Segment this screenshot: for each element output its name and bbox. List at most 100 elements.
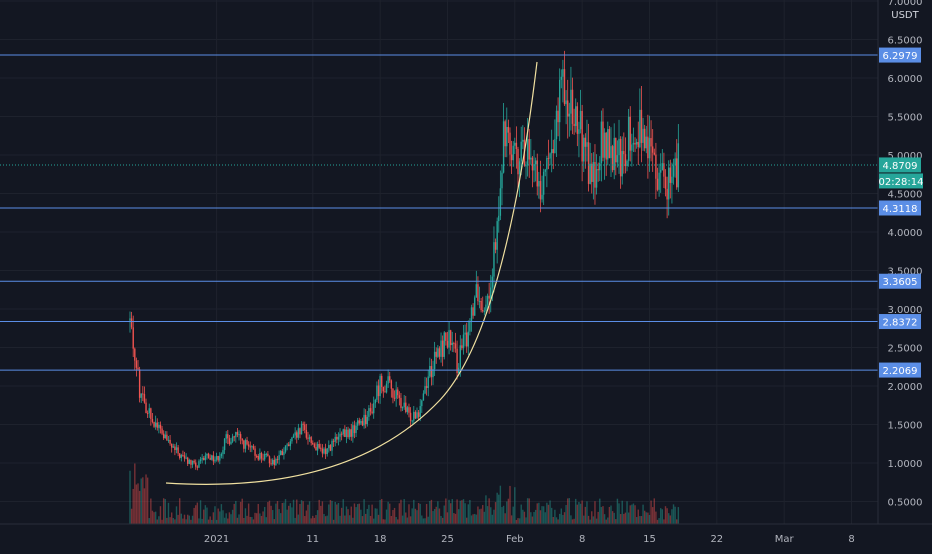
candle-body-139 <box>352 425 354 437</box>
volume-bar-87 <box>268 500 271 524</box>
candle-body-23 <box>166 434 168 441</box>
volume-bar-44 <box>199 500 202 524</box>
candle-body-202 <box>453 342 455 344</box>
volume-bar-329 <box>656 519 659 524</box>
candle-body-137 <box>348 429 351 438</box>
volume-bar-304 <box>616 498 619 524</box>
volume-bar-224 <box>488 498 490 524</box>
volume-bar-49 <box>207 519 210 524</box>
volume-bar-121 <box>323 513 325 524</box>
time-tick-label-1: 11 <box>306 534 319 545</box>
volume-bar-258 <box>542 506 545 524</box>
volume-bar-200 <box>449 503 452 524</box>
volume-bar-235 <box>506 501 508 524</box>
volume-bar-296 <box>603 514 606 524</box>
volume-bar-294 <box>600 507 603 524</box>
volume-bar-97 <box>284 499 287 524</box>
candle-body-224 <box>488 295 490 299</box>
candle-body-47 <box>204 455 207 461</box>
time-axis[interactable]: 2021 11 18 25 Feb 8 15 22 Mar 8 <box>0 523 932 550</box>
price-axis[interactable]: USDT 0.5000 1.0000 1.5000 2.0000 2.5000 3.000… <box>877 0 932 524</box>
volume-bar-14 <box>151 510 154 524</box>
candle-body-256 <box>539 181 542 200</box>
volume-bar-197 <box>445 498 447 524</box>
candle-body-311 <box>627 116 630 161</box>
volume-bar-35 <box>185 519 187 524</box>
time-tick-label-5: 8 <box>579 534 585 545</box>
volume-bar-129 <box>336 504 338 524</box>
volume-bar-330 <box>658 518 660 524</box>
volume-bar-225 <box>490 507 492 524</box>
candle-body-111 <box>307 437 309 439</box>
volume-bar-276 <box>571 519 574 524</box>
volume-bar-318 <box>639 516 641 524</box>
candle-body-307 <box>621 151 623 177</box>
candle-body-247 <box>525 165 527 167</box>
volume-bar-37 <box>188 515 191 524</box>
candle-body-98 <box>286 444 288 446</box>
volume-bar-246 <box>523 511 526 524</box>
candle-body-282 <box>581 110 583 162</box>
candle-body-303 <box>615 137 617 163</box>
volume-bar-321 <box>643 510 646 524</box>
candle-body-304 <box>616 155 619 163</box>
candle-body-315 <box>634 142 636 145</box>
volume-bar-3 <box>134 463 136 524</box>
volume-bar-229 <box>496 492 498 524</box>
candle-body-176 <box>411 420 413 422</box>
candle-body-131 <box>339 433 341 437</box>
volume-bar-169 <box>400 499 402 524</box>
last-price-label: 4.8709 <box>883 161 918 172</box>
candle-body-195 <box>441 340 444 357</box>
candle-body-12 <box>148 408 150 414</box>
volume-bar-184 <box>424 518 426 524</box>
candle-body-57 <box>220 453 223 457</box>
candle-body-308 <box>623 151 625 155</box>
candle-body-190 <box>433 351 436 370</box>
volume-bar-75 <box>249 516 251 524</box>
candle-body-91 <box>275 459 277 465</box>
volume-bar-8 <box>142 477 144 524</box>
volume-bar-17 <box>156 519 158 524</box>
volume-bar-10 <box>145 474 147 524</box>
volume-bar-104 <box>296 499 298 524</box>
time-tick-label-3: 25 <box>441 534 454 545</box>
volume-bar-71 <box>243 517 245 524</box>
candle-body-286 <box>587 142 590 184</box>
candle-body-284 <box>584 137 587 147</box>
candle-body-56 <box>219 456 221 461</box>
volume-bar-108 <box>302 501 304 524</box>
volume-bar-128 <box>334 501 336 524</box>
candle-body-337 <box>669 167 672 183</box>
candle-body-226 <box>491 276 494 288</box>
volume-bar-98 <box>286 509 288 524</box>
candle-body-43 <box>198 461 200 468</box>
candle-body-129 <box>336 436 338 440</box>
horizontal-levels[interactable] <box>0 54 878 371</box>
volume-bar-83 <box>262 511 264 524</box>
volume-bar-160 <box>385 509 388 524</box>
candle-body-147 <box>364 414 367 425</box>
volume-bar-193 <box>438 508 441 524</box>
candle-body-143 <box>358 420 360 424</box>
volume-bar-86 <box>267 502 269 524</box>
candle-body-270 <box>562 69 564 77</box>
candle-body-119 <box>320 447 322 449</box>
candle-body-145 <box>361 420 364 426</box>
volume-bar-139 <box>352 517 354 524</box>
candle-body-134 <box>344 429 346 437</box>
level-tag-label-2: 3.3605 <box>883 277 918 288</box>
volume-bar-295 <box>602 506 604 524</box>
candle-body-70 <box>241 438 243 441</box>
candle-body-183 <box>422 393 425 401</box>
volume-bar-337 <box>669 515 672 524</box>
candle-body-261 <box>547 158 550 160</box>
candle-body-1 <box>130 318 133 328</box>
level-tag-label-0: 6.2979 <box>883 51 918 62</box>
candle-body-65 <box>233 436 235 438</box>
candle-body-32 <box>180 454 183 458</box>
candle-body-164 <box>392 388 394 398</box>
candle-body-268 <box>558 79 561 123</box>
